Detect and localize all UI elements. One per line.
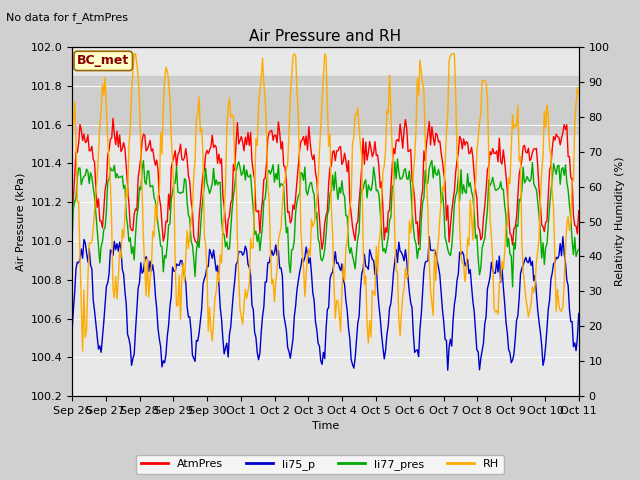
Text: BC_met: BC_met [77,54,129,67]
X-axis label: Time: Time [312,421,339,432]
Y-axis label: Air Pressure (kPa): Air Pressure (kPa) [15,172,25,271]
Bar [72,76,579,134]
Legend: AtmPres, li75_p, li77_pres, RH: AtmPres, li75_p, li77_pres, RH [136,455,504,474]
Y-axis label: Relativity Humidity (%): Relativity Humidity (%) [615,157,625,286]
Text: No data for f_AtmPres: No data for f_AtmPres [6,12,129,23]
Title: Air Pressure and RH: Air Pressure and RH [250,29,401,44]
